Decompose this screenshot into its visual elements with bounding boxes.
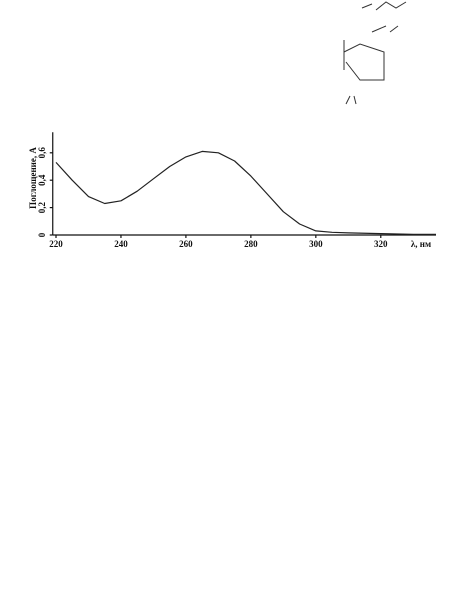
x-tick-label: 300: [309, 239, 323, 249]
structure-fragment: [343, 1, 407, 105]
x-tick-label: 280: [244, 239, 258, 249]
y-tick-label: 0,2: [37, 201, 47, 213]
y-tick-label: 0,6: [37, 147, 47, 159]
x-tick-label: 240: [114, 239, 128, 249]
spectrum-line: [55, 150, 436, 235]
x-axis-label: λ, нм: [411, 239, 431, 249]
x-tick-label: 260: [179, 239, 193, 249]
y-tick-label: 0,4: [37, 174, 47, 186]
x-tick-label: 320: [374, 239, 388, 249]
y-tick-label: 0: [37, 232, 47, 237]
y-axis-label: Поглощение, А: [28, 147, 38, 209]
x-tick-label: 220: [49, 239, 63, 249]
